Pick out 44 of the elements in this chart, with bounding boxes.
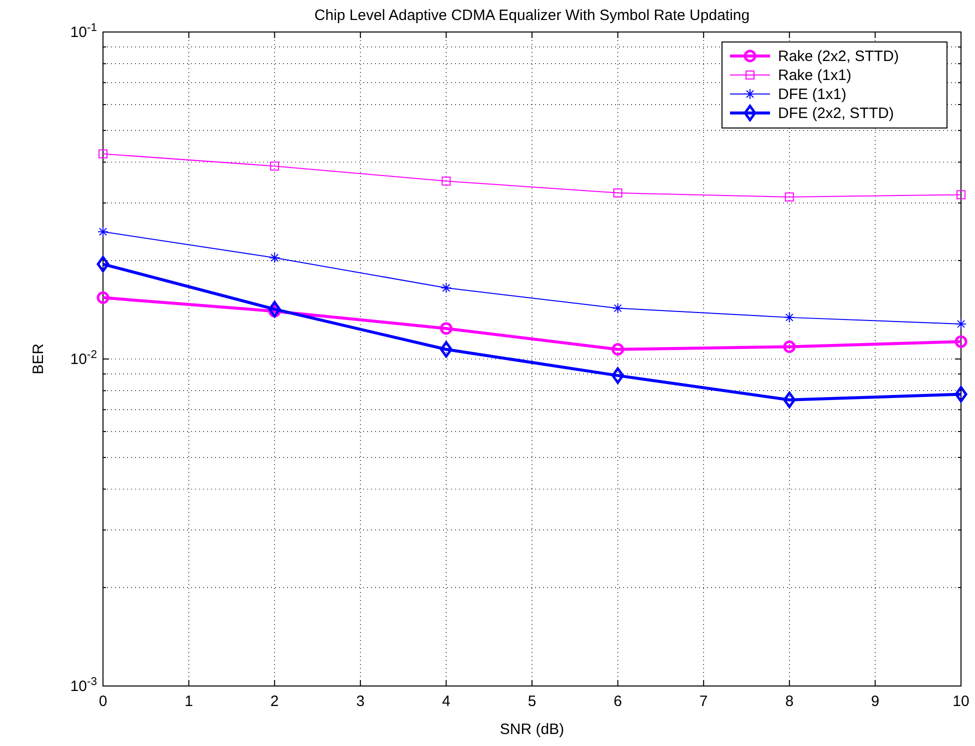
point bbox=[440, 282, 452, 294]
point bbox=[96, 291, 110, 304]
y-axis-title: BER bbox=[30, 343, 47, 374]
y-tick-label: 10$^{-3}$ bbox=[70, 676, 97, 695]
point bbox=[612, 343, 624, 356]
legend-label: Rake (2x2, STTD) bbox=[778, 48, 899, 65]
point bbox=[270, 162, 280, 171]
point bbox=[269, 252, 280, 264]
x-tick-label: 8 bbox=[785, 693, 794, 710]
x-tick-label: 0 bbox=[98, 693, 108, 710]
x-tick-label: 3 bbox=[356, 693, 365, 710]
point bbox=[440, 341, 452, 358]
y-tick-label: 10$^{-2}$ bbox=[70, 349, 97, 368]
point bbox=[783, 392, 796, 408]
point bbox=[784, 312, 795, 323]
point bbox=[440, 322, 452, 335]
point bbox=[96, 256, 110, 272]
x-tick-label: 9 bbox=[871, 693, 880, 710]
point bbox=[956, 190, 966, 200]
x-tick-label: 10 bbox=[952, 693, 970, 710]
point bbox=[956, 318, 966, 330]
legend-label: DFE (1x1) bbox=[778, 86, 846, 103]
legend-label: Rake (1x1) bbox=[778, 67, 852, 84]
point bbox=[612, 367, 624, 384]
chart-title: Chip Level Adaptive CDMA Equalizer With Symbol Rate Updating bbox=[314, 7, 750, 24]
x-tick-label: 7 bbox=[699, 693, 708, 710]
point bbox=[783, 340, 796, 354]
point bbox=[954, 386, 968, 403]
x-axis-title: SNR (dB) bbox=[500, 721, 564, 738]
point bbox=[98, 149, 108, 158]
y-tick-label: 10$^{-1}$ bbox=[70, 22, 97, 41]
point bbox=[784, 192, 794, 202]
point bbox=[954, 335, 968, 348]
x-tick-label: 1 bbox=[184, 693, 193, 710]
point bbox=[98, 226, 108, 238]
x-tick-label: 6 bbox=[614, 693, 622, 710]
point bbox=[613, 188, 622, 198]
x-tick-label: 4 bbox=[442, 693, 450, 710]
legend-label: DFE (2x2, STTD) bbox=[778, 105, 894, 122]
point bbox=[442, 176, 451, 186]
x-tick-label: 2 bbox=[270, 693, 279, 710]
x-tick-label: 5 bbox=[528, 693, 536, 710]
point bbox=[612, 302, 624, 314]
point bbox=[268, 300, 281, 318]
